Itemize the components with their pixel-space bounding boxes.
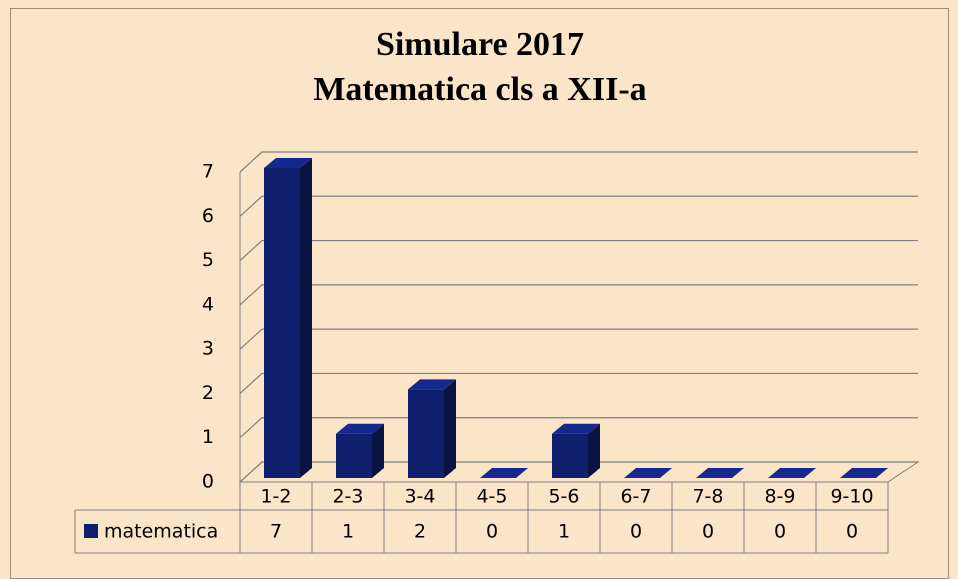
x-tick-label: 7-8 [692, 486, 723, 508]
bar-side [372, 423, 384, 478]
grid-line [239, 461, 918, 483]
y-tick-label: 1 [202, 426, 214, 448]
grid-line [239, 239, 918, 262]
x-tick-label: 3-4 [404, 486, 435, 508]
grid-line [239, 284, 918, 306]
y-tick-label: 0 [202, 471, 214, 493]
legend-label: matematica [104, 521, 218, 543]
bar [264, 158, 312, 478]
table-value: 0 [774, 521, 786, 543]
bar-top [480, 468, 528, 478]
bar [840, 468, 888, 478]
table-value: 2 [414, 521, 426, 543]
table-value: 0 [846, 521, 858, 543]
y-tick-label: 5 [202, 249, 214, 271]
bar-top [624, 468, 672, 478]
bar [624, 468, 672, 478]
y-tick-label: 3 [202, 338, 214, 360]
legend-key [84, 524, 98, 538]
x-tick-label: 2-3 [332, 486, 363, 508]
bar [768, 468, 816, 478]
grid-line [239, 417, 918, 439]
bar-side [444, 379, 456, 478]
bar-front [552, 433, 588, 478]
table-value: 1 [342, 521, 354, 543]
table-value: 0 [630, 521, 642, 543]
bar [696, 468, 744, 478]
bar [552, 423, 600, 478]
table-value: 1 [558, 521, 570, 543]
x-tick-label: 8-9 [764, 486, 795, 508]
bar [408, 379, 456, 478]
bar-front [408, 389, 444, 478]
bar-top [768, 468, 816, 478]
x-tick-label: 1-2 [260, 486, 291, 508]
y-tick-label: 4 [202, 293, 214, 315]
bar-top [264, 158, 312, 168]
grid-line [239, 195, 918, 217]
bar [480, 468, 528, 478]
table-value: 0 [702, 521, 714, 543]
x-tick-label: 5-6 [548, 486, 579, 508]
y-tick-label: 6 [202, 205, 214, 227]
grid-line [239, 372, 918, 394]
table-value: 7 [270, 521, 282, 543]
bar-top [336, 423, 384, 434]
bar-side [588, 423, 600, 478]
grid-line [239, 328, 918, 350]
bar-top [696, 468, 744, 478]
chart-title: Simulare 2017 [376, 26, 584, 63]
bar-top [840, 468, 888, 478]
x-tick-label: 9-10 [830, 486, 873, 508]
y-tick-label: 2 [202, 382, 214, 404]
x-tick-label: 6-7 [620, 486, 651, 508]
table-value: 0 [486, 521, 498, 543]
bar-top [552, 423, 600, 434]
grid-line [239, 151, 918, 173]
bar-side [300, 158, 312, 478]
bar-top [408, 379, 456, 390]
y-tick-label: 7 [202, 161, 214, 183]
bar-front [264, 168, 300, 478]
chart-subtitle: Matematica cls a XII-a [313, 71, 646, 108]
bar [336, 423, 384, 478]
bar-front [336, 433, 372, 478]
x-tick-label: 4-5 [476, 486, 507, 508]
